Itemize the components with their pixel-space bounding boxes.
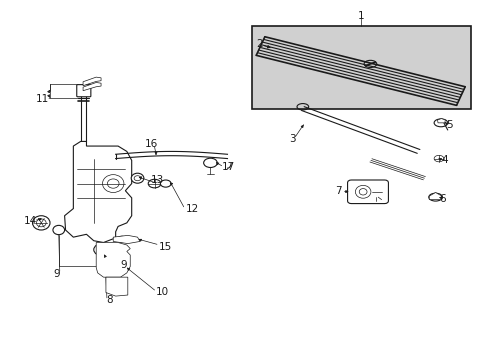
Text: 7: 7 [334, 186, 341, 197]
Ellipse shape [53, 225, 64, 235]
FancyBboxPatch shape [77, 85, 91, 97]
Text: 11: 11 [36, 94, 49, 104]
Text: 1: 1 [357, 11, 364, 21]
Text: 2: 2 [255, 39, 262, 49]
Text: 16: 16 [144, 139, 158, 149]
Text: 8: 8 [106, 296, 112, 305]
Text: 10: 10 [156, 287, 169, 297]
Text: 9: 9 [53, 269, 60, 279]
Text: 15: 15 [158, 242, 171, 252]
Ellipse shape [36, 219, 46, 227]
Text: 12: 12 [185, 203, 198, 213]
Text: 3: 3 [288, 134, 295, 144]
Text: 6: 6 [439, 194, 445, 203]
Polygon shape [428, 193, 441, 200]
Polygon shape [106, 277, 127, 296]
Text: 4: 4 [441, 156, 447, 165]
Ellipse shape [134, 176, 141, 181]
Polygon shape [437, 118, 445, 123]
Ellipse shape [32, 216, 50, 230]
Text: 14: 14 [24, 216, 37, 226]
Ellipse shape [160, 180, 171, 187]
Polygon shape [64, 141, 131, 243]
Text: 13: 13 [150, 175, 163, 185]
Ellipse shape [98, 246, 109, 253]
Polygon shape [113, 235, 140, 244]
FancyBboxPatch shape [251, 26, 469, 109]
Text: 5: 5 [446, 120, 452, 130]
Ellipse shape [131, 173, 143, 183]
Polygon shape [96, 243, 130, 277]
Ellipse shape [94, 243, 113, 256]
Polygon shape [83, 77, 101, 86]
Text: 9: 9 [121, 260, 127, 270]
Ellipse shape [203, 158, 217, 167]
FancyBboxPatch shape [347, 180, 387, 203]
Text: 17: 17 [222, 162, 235, 172]
Polygon shape [83, 82, 101, 91]
Ellipse shape [148, 179, 161, 188]
